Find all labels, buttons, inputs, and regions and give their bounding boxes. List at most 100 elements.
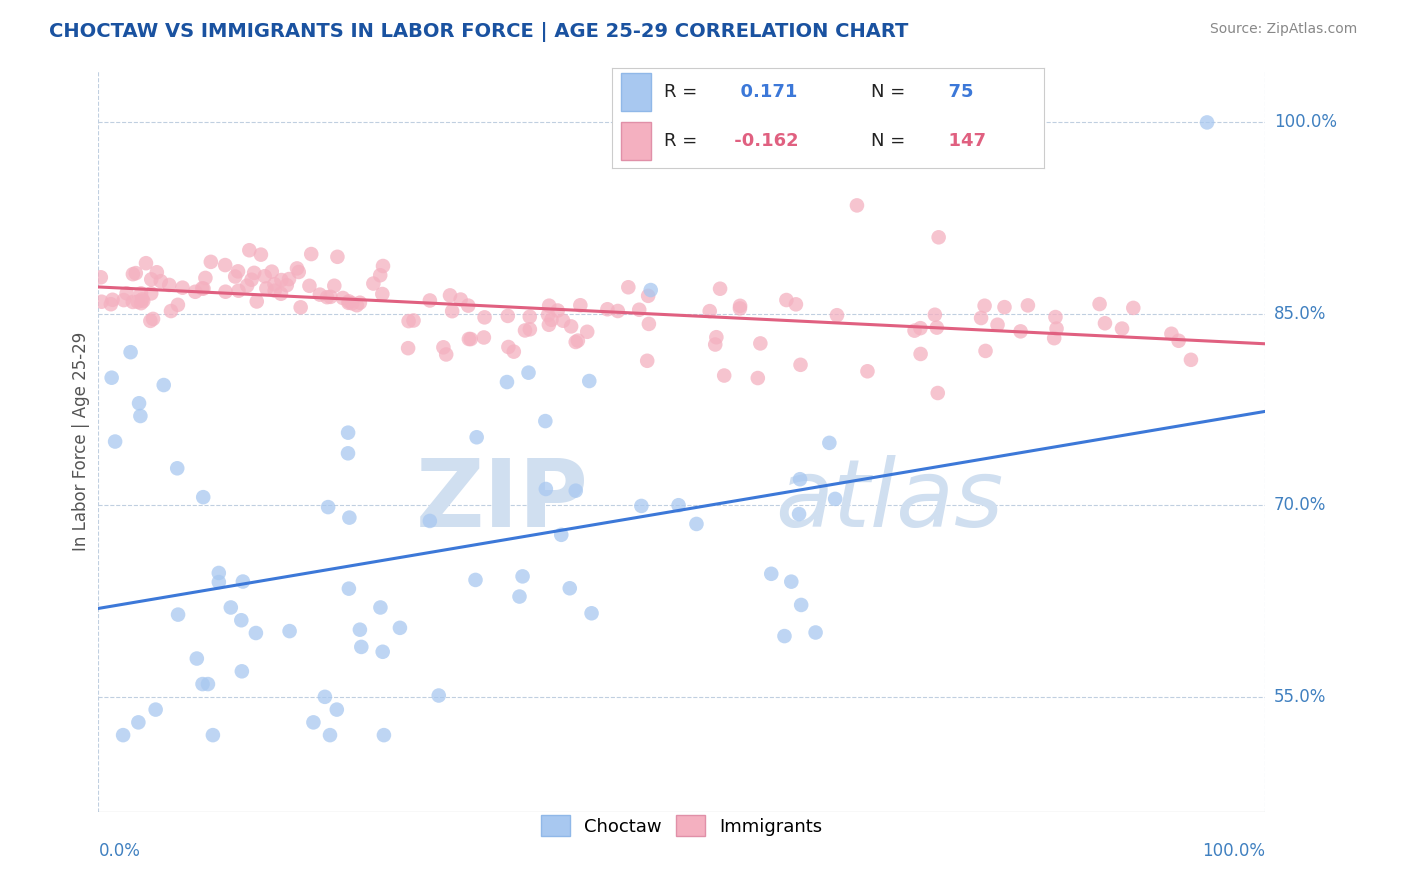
Point	[709, 282, 731, 296]
Point	[419, 514, 441, 528]
Point	[910, 347, 932, 361]
Point	[135, 256, 157, 270]
Point	[337, 425, 360, 440]
Point	[214, 285, 236, 299]
Point	[1180, 352, 1202, 367]
Text: atlas: atlas	[775, 455, 1004, 546]
Point	[576, 325, 599, 339]
Point	[129, 286, 152, 301]
Point	[127, 294, 149, 309]
Point	[90, 270, 112, 285]
Point	[125, 266, 148, 280]
Point	[910, 321, 932, 335]
Point	[713, 368, 735, 383]
Point	[160, 304, 183, 318]
Point	[419, 293, 441, 308]
Point	[139, 314, 162, 328]
Point	[560, 319, 582, 334]
Text: ZIP: ZIP	[416, 455, 589, 547]
Text: Source: ZipAtlas.com: Source: ZipAtlas.com	[1209, 22, 1357, 37]
Point	[472, 330, 495, 344]
Point	[638, 317, 661, 331]
Point	[1017, 298, 1039, 312]
Point	[228, 284, 250, 298]
Point	[121, 295, 143, 310]
Point	[270, 273, 292, 287]
Point	[824, 491, 846, 506]
Point	[298, 278, 321, 293]
Point	[434, 347, 457, 361]
Point	[371, 645, 394, 659]
Point	[789, 472, 811, 486]
Point	[441, 304, 464, 318]
Point	[186, 651, 208, 665]
Point	[236, 278, 259, 293]
Point	[706, 330, 728, 344]
Point	[299, 247, 322, 261]
Point	[101, 293, 124, 307]
Point	[704, 337, 727, 351]
Point	[368, 268, 391, 283]
Point	[787, 507, 810, 521]
Point	[326, 703, 349, 717]
Point	[567, 334, 589, 348]
Point	[993, 300, 1015, 314]
Point	[986, 318, 1008, 332]
Point	[508, 590, 530, 604]
Point	[200, 255, 222, 269]
Point	[630, 499, 652, 513]
Point	[193, 281, 215, 295]
Point	[925, 320, 948, 334]
Point	[973, 299, 995, 313]
Point	[1045, 321, 1067, 335]
Point	[458, 332, 481, 346]
Point	[285, 261, 308, 276]
Point	[323, 278, 346, 293]
Point	[728, 299, 751, 313]
Point	[243, 266, 266, 280]
Point	[699, 304, 721, 318]
Point	[846, 198, 869, 212]
Point	[337, 294, 360, 309]
Point	[537, 318, 560, 332]
Point	[263, 277, 285, 292]
Point	[373, 728, 395, 742]
Point	[498, 340, 520, 354]
Point	[547, 303, 569, 318]
Point	[302, 715, 325, 730]
Point	[104, 434, 127, 449]
Text: 55.0%: 55.0%	[1274, 688, 1326, 706]
Point	[214, 258, 236, 272]
Point	[804, 625, 827, 640]
Point	[132, 293, 155, 308]
Point	[231, 665, 253, 679]
Point	[149, 274, 172, 288]
Point	[231, 613, 253, 627]
Point	[564, 334, 586, 349]
Point	[157, 277, 180, 292]
Point	[349, 295, 371, 310]
Point	[474, 310, 496, 325]
Point	[818, 435, 841, 450]
Point	[350, 640, 373, 654]
Point	[226, 264, 249, 278]
Point	[1010, 324, 1032, 338]
Point	[363, 277, 385, 291]
Point	[253, 269, 276, 284]
Point	[396, 341, 419, 355]
Text: 70.0%: 70.0%	[1274, 496, 1326, 515]
Point	[465, 430, 488, 444]
Point	[337, 446, 360, 460]
Point	[197, 677, 219, 691]
Point	[628, 302, 651, 317]
Point	[142, 312, 165, 326]
Point	[193, 490, 215, 504]
Point	[1045, 310, 1067, 324]
Point	[371, 287, 394, 301]
Point	[232, 574, 254, 589]
Point	[596, 302, 619, 317]
Point	[145, 703, 167, 717]
Point	[191, 677, 214, 691]
Point	[1167, 334, 1189, 348]
Point	[371, 259, 394, 273]
